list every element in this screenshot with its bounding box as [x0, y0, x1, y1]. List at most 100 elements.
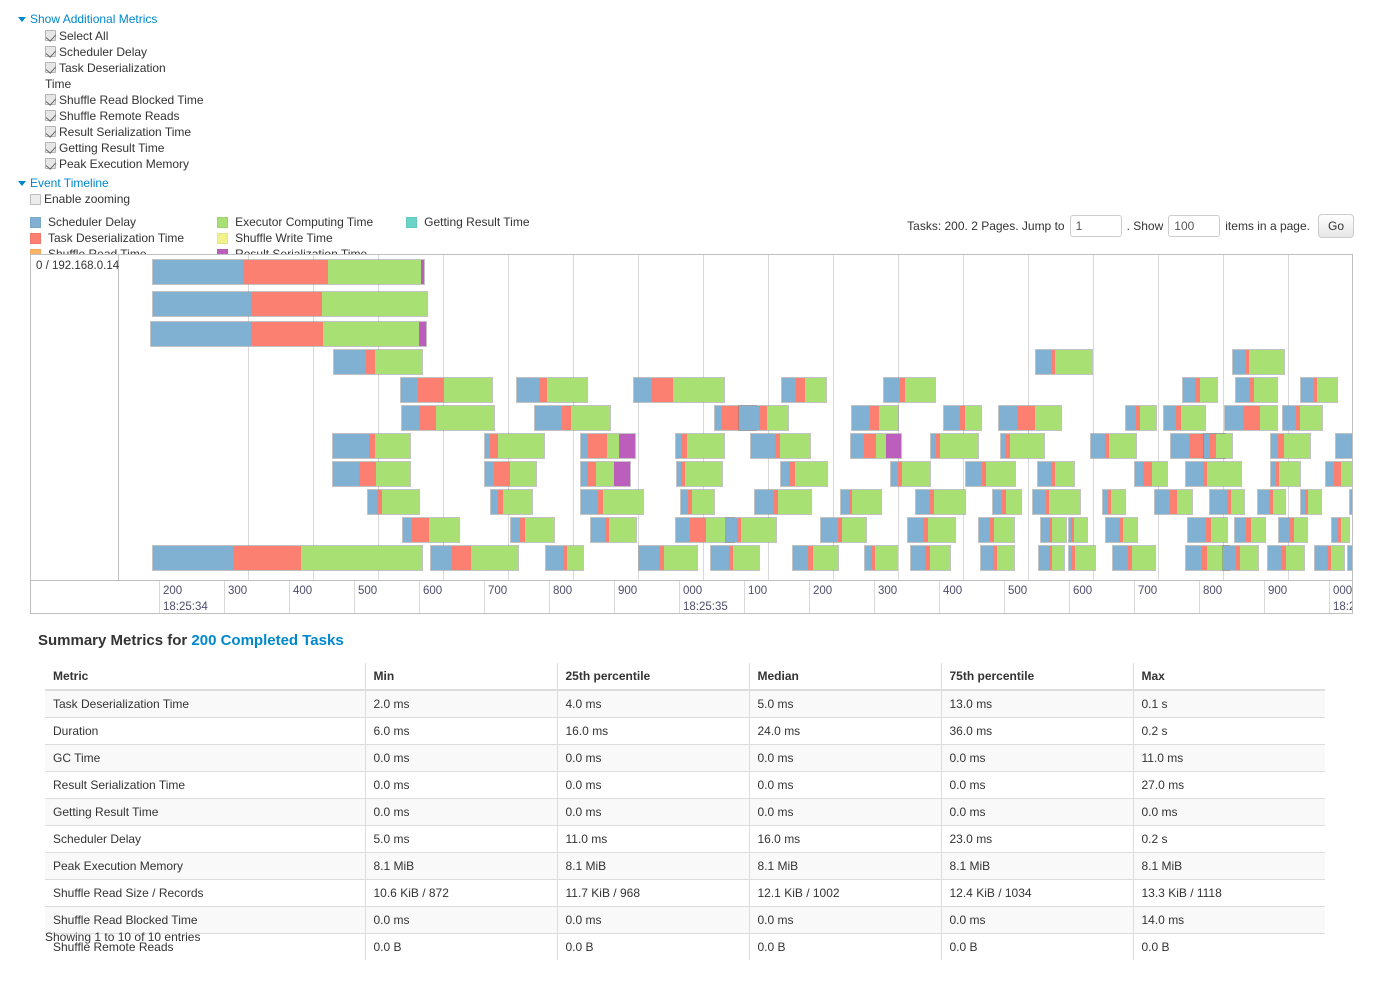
- timeline-task-bar[interactable]: [840, 489, 882, 515]
- timeline-task-bar[interactable]: [1300, 377, 1338, 403]
- timeline-task-bar[interactable]: [333, 349, 423, 375]
- th-min[interactable]: Min: [365, 663, 558, 691]
- th-p25[interactable]: 25th percentile: [557, 663, 750, 691]
- timeline-task-bar[interactable]: [1105, 517, 1138, 543]
- timeline-task-bar[interactable]: [754, 489, 812, 515]
- timeline-task-bar[interactable]: [430, 545, 519, 571]
- timeline-task-bar[interactable]: [915, 489, 966, 515]
- jump-to-page-input[interactable]: [1069, 215, 1122, 237]
- timeline-task-bar[interactable]: [750, 433, 811, 459]
- timeline-task-bar[interactable]: [738, 405, 789, 431]
- th-median[interactable]: Median: [749, 663, 942, 691]
- timeline-task-bar[interactable]: [883, 377, 936, 403]
- timeline-task-bar[interactable]: [590, 517, 637, 543]
- timeline-task-bar[interactable]: [1187, 517, 1228, 543]
- timeline-task-bar[interactable]: [1349, 489, 1352, 515]
- timeline-task-bar[interactable]: [490, 489, 533, 515]
- timeline-task-bar[interactable]: [152, 259, 425, 285]
- timeline-task-bar[interactable]: [367, 489, 420, 515]
- enable-zooming-row[interactable]: Enable zooming: [0, 191, 1392, 209]
- enable-zooming-checkbox[interactable]: [30, 194, 41, 205]
- timeline-task-bar[interactable]: [1163, 405, 1206, 431]
- timeline-task-bar[interactable]: [402, 517, 460, 543]
- metric-checkbox-row[interactable]: Peak Execution Memory: [0, 156, 1392, 172]
- timeline-task-bar[interactable]: [1038, 545, 1065, 571]
- metric-checkbox[interactable]: [45, 110, 56, 121]
- timeline-task-bar[interactable]: [1224, 405, 1278, 431]
- metric-checkbox[interactable]: [45, 30, 56, 41]
- metric-checkbox-row[interactable]: Shuffle Read Blocked Time: [0, 92, 1392, 108]
- timeline-task-bar[interactable]: [1068, 517, 1088, 543]
- timeline-task-bar[interactable]: [1300, 489, 1322, 515]
- th-metric[interactable]: Metric: [45, 663, 366, 691]
- metric-checkbox[interactable]: [45, 142, 56, 153]
- timeline-task-bar[interactable]: [1232, 349, 1285, 375]
- metric-checkbox-row[interactable]: Task Deserialization: [0, 60, 1392, 76]
- metric-checkbox[interactable]: [45, 126, 56, 137]
- timeline-task-bar[interactable]: [1000, 433, 1045, 459]
- timeline-task-bar[interactable]: [484, 433, 545, 459]
- timeline-task-bar[interactable]: [992, 489, 1022, 515]
- timeline-task-bar[interactable]: [152, 291, 428, 317]
- timeline-task-bar[interactable]: [1185, 461, 1242, 487]
- timeline-plot-area[interactable]: [120, 255, 1352, 580]
- timeline-task-bar[interactable]: [1335, 433, 1352, 459]
- timeline-task-bar[interactable]: [580, 433, 636, 459]
- timeline-task-bar[interactable]: [998, 405, 1062, 431]
- timeline-task-bar[interactable]: [930, 433, 979, 459]
- timeline-task-bar[interactable]: [907, 517, 956, 543]
- timeline-task-bar[interactable]: [850, 433, 902, 459]
- timeline-task-bar[interactable]: [1234, 517, 1266, 543]
- timeline-task-bar[interactable]: [965, 461, 1016, 487]
- metric-checkbox[interactable]: [45, 62, 56, 73]
- timeline-task-bar[interactable]: [152, 545, 423, 571]
- timeline-task-bar[interactable]: [1037, 461, 1075, 487]
- timeline-task-bar[interactable]: [332, 433, 411, 459]
- timeline-task-bar[interactable]: [1102, 489, 1126, 515]
- timeline-task-bar[interactable]: [910, 545, 951, 571]
- timeline-task-bar[interactable]: [1134, 461, 1168, 487]
- metric-checkbox-row[interactable]: Getting Result Time: [0, 140, 1392, 156]
- metric-checkbox-row[interactable]: Select All: [0, 28, 1392, 44]
- metric-checkbox-row[interactable]: Result Serialization Time: [0, 124, 1392, 140]
- timeline-task-bar[interactable]: [890, 461, 931, 487]
- timeline-task-bar[interactable]: [1182, 377, 1218, 403]
- metric-checkbox[interactable]: [45, 46, 56, 57]
- timeline-task-bar[interactable]: [401, 405, 495, 431]
- timeline-task-bar[interactable]: [1222, 545, 1259, 571]
- timeline-task-bar[interactable]: [675, 517, 735, 543]
- timeline-task-bar[interactable]: [510, 517, 555, 543]
- timeline-task-bar[interactable]: [400, 377, 493, 403]
- timeline-task-bar[interactable]: [1270, 433, 1311, 459]
- timeline-task-bar[interactable]: [864, 545, 898, 571]
- timeline-task-bar[interactable]: [1154, 489, 1193, 515]
- timeline-task-bar[interactable]: [484, 461, 537, 487]
- timeline-task-bar[interactable]: [1282, 405, 1323, 431]
- event-timeline-header[interactable]: Event Timeline: [0, 176, 1392, 191]
- timeline-task-bar[interactable]: [1235, 377, 1278, 403]
- metric-checkbox-row[interactable]: Shuffle Remote Reads: [0, 108, 1392, 124]
- metric-checkbox-row[interactable]: Scheduler Delay: [0, 44, 1392, 60]
- go-button[interactable]: Go: [1317, 214, 1354, 238]
- timeline-task-bar[interactable]: [710, 545, 760, 571]
- timeline-task-bar[interactable]: [781, 377, 827, 403]
- timeline-task-bar[interactable]: [1314, 545, 1345, 571]
- timeline-task-bar[interactable]: [943, 405, 982, 431]
- timeline-task-bar[interactable]: [1209, 489, 1245, 515]
- show-additional-metrics-header[interactable]: Show Additional Metrics: [0, 12, 1392, 27]
- timeline-task-bar[interactable]: [1040, 517, 1067, 543]
- th-p75[interactable]: 75th percentile: [941, 663, 1134, 691]
- timeline-task-bar[interactable]: [1032, 489, 1081, 515]
- timeline-task-bar[interactable]: [580, 489, 644, 515]
- timeline-task-bar[interactable]: [1331, 517, 1350, 543]
- timeline-task-bar[interactable]: [1270, 461, 1301, 487]
- timeline-task-bar[interactable]: [1278, 517, 1308, 543]
- items-per-page-input[interactable]: [1168, 215, 1221, 237]
- timeline-task-bar[interactable]: [1090, 433, 1137, 459]
- timeline-task-bar[interactable]: [851, 405, 899, 431]
- timeline-task-bar[interactable]: [580, 461, 631, 487]
- timeline-task-bar[interactable]: [792, 545, 839, 571]
- timeline-task-bar[interactable]: [978, 517, 1015, 543]
- timeline-task-bar[interactable]: [150, 321, 427, 347]
- timeline-task-bar[interactable]: [638, 545, 698, 571]
